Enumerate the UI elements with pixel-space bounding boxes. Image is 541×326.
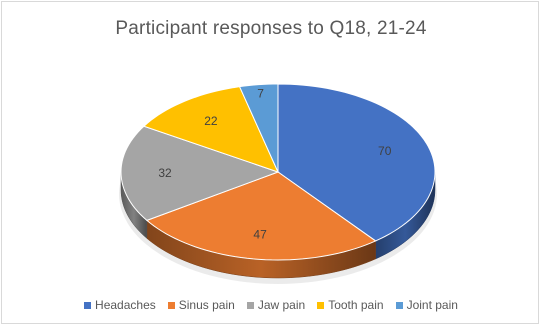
legend-item-jaw-pain: Jaw pain bbox=[246, 298, 306, 312]
chart-legend: Headaches Sinus pain Jaw pain Tooth pain Joi… bbox=[2, 298, 540, 312]
pie-top-faces bbox=[120, 83, 436, 261]
pie-slice-jaw-pain bbox=[120, 125, 280, 221]
legend-item-tooth-pain: Tooth pain bbox=[317, 298, 384, 312]
data-label-headaches: 70 bbox=[378, 144, 392, 158]
legend-swatch bbox=[84, 301, 92, 309]
data-label-sinus-pain: 47 bbox=[253, 228, 267, 242]
data-label-tooth-pain: 22 bbox=[204, 114, 218, 128]
legend-label: Jaw pain bbox=[257, 298, 306, 312]
legend-label: Tooth pain bbox=[328, 298, 384, 312]
chart-title: Participant responses to Q18, 21-24 bbox=[115, 18, 427, 39]
legend-swatch bbox=[395, 301, 403, 309]
legend-swatch bbox=[246, 301, 254, 309]
pie-slice-tooth-pain bbox=[142, 86, 279, 173]
legend-item-joint-pain: Joint pain bbox=[395, 298, 458, 312]
legend-swatch bbox=[167, 301, 175, 309]
legend-label: Headaches bbox=[95, 298, 156, 312]
data-label-joint-pain: 7 bbox=[257, 86, 264, 100]
legend-item-sinus-pain: Sinus pain bbox=[167, 298, 235, 312]
legend-item-headaches: Headaches bbox=[84, 298, 156, 312]
pie-slice-joint-pain bbox=[238, 83, 279, 173]
legend-label: Sinus pain bbox=[178, 298, 235, 312]
pie-chart: 70 47 32 22 7 bbox=[119, 83, 437, 284]
legend-label: Joint pain bbox=[406, 298, 458, 312]
pie-slice-headaches bbox=[277, 83, 436, 242]
data-label-jaw-pain: 32 bbox=[158, 166, 172, 180]
data-labels: 70 47 32 22 7 bbox=[158, 86, 391, 241]
pie-slice-sinus-pain bbox=[145, 171, 377, 261]
legend-swatch bbox=[317, 301, 325, 309]
